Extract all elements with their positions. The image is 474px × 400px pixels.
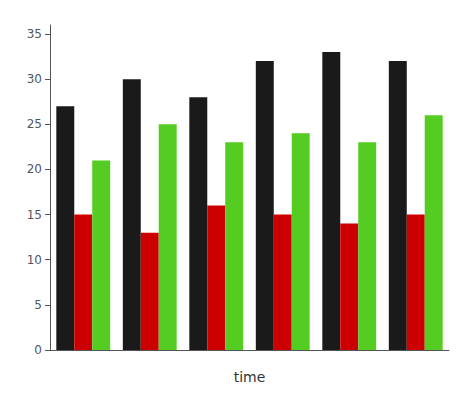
svg-text:10: 10 [27, 253, 42, 267]
svg-text:35: 35 [27, 27, 42, 41]
svg-text:20: 20 [27, 162, 42, 176]
svg-text:5: 5 [34, 298, 42, 312]
svg-text:15: 15 [27, 208, 42, 222]
svg-text:time: time [234, 369, 266, 385]
svg-text:25: 25 [27, 117, 42, 131]
svg-text:0: 0 [34, 343, 42, 357]
svg-text:30: 30 [27, 72, 42, 86]
